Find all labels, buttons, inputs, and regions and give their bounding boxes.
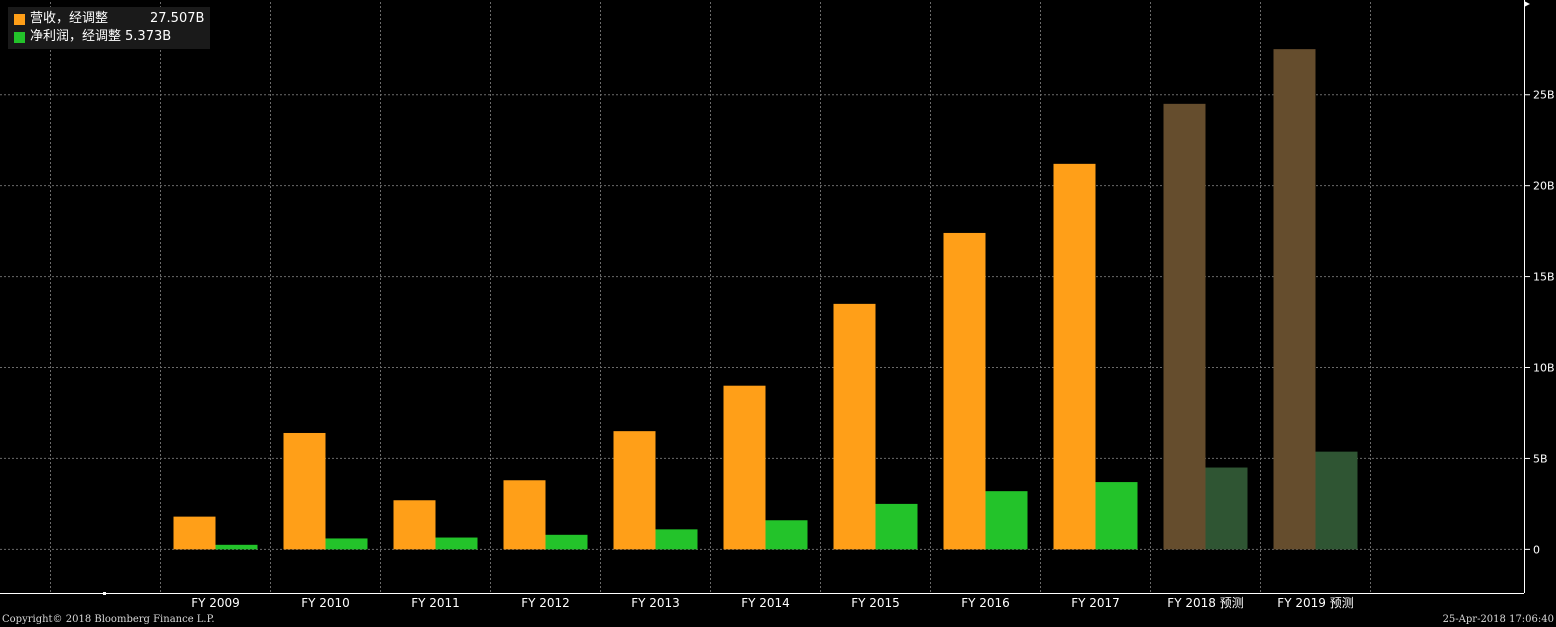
y-tick-label-0: 0 <box>1533 543 1540 556</box>
x-tick-label-6: FY 2015 <box>851 596 900 610</box>
legend: 营收，经调整 27.507B 净利润，经调整 5.373B <box>8 7 211 49</box>
bar-s1-4 <box>655 529 698 550</box>
y-axis-arrow <box>1524 1 1530 7</box>
y-tick-label-2: 10B <box>1533 362 1555 375</box>
timestamp-text: 25-Apr-2018 17:06:40 <box>1442 614 1554 625</box>
bars <box>173 49 1358 550</box>
bar-s0-4 <box>613 431 656 550</box>
bar-s1-1 <box>325 538 368 550</box>
bar-s0-1 <box>283 432 326 550</box>
x-tick-label-4: FY 2013 <box>631 596 680 610</box>
x-tick-label-10: FY 2019 预测 <box>1277 596 1353 610</box>
bar-s1-2 <box>435 537 478 550</box>
legend-label-revenue: 营收，经调整 <box>30 11 109 26</box>
bar-s0-2 <box>393 500 436 550</box>
bar-s1-3 <box>545 534 588 550</box>
x-tick-label-7: FY 2016 <box>961 596 1010 610</box>
bar-s1-8 <box>1095 482 1138 550</box>
axes <box>0 0 1530 595</box>
legend-item-revenue: 营收，经调整 27.507B <box>14 10 204 28</box>
x-tick-label-1: FY 2010 <box>301 596 350 610</box>
x-tick-label-5: FY 2014 <box>741 596 790 610</box>
y-tick-label-4: 20B <box>1533 180 1555 193</box>
bar-s1-5 <box>765 520 808 550</box>
bar-s1-9 <box>1205 467 1248 550</box>
legend-label-net-income: 净利润，经调整 <box>30 29 122 44</box>
y-tick-label-1: 5B <box>1533 452 1548 465</box>
y-tick-label-3: 15B <box>1533 271 1555 284</box>
bar-s0-3 <box>503 480 546 550</box>
legend-value-net-income: 5.373B <box>125 29 172 44</box>
legend-swatch-revenue <box>14 13 25 25</box>
tick-labels: 0 5B 10B 15B 20B 25B FY 2009 FY 2010 FY 2011 FY 2… <box>191 89 1554 610</box>
x-tick-label-0: FY 2009 <box>191 596 240 610</box>
bar-s1-6 <box>875 503 918 550</box>
x-tick-label-9: FY 2018 预测 <box>1167 596 1243 610</box>
bar-s1-0 <box>215 544 258 550</box>
copyright-text: Copyright© 2018 Bloomberg Finance L.P. <box>2 614 215 625</box>
x-tick-label-8: FY 2017 <box>1071 596 1120 610</box>
legend-value-revenue: 27.507B <box>150 11 205 26</box>
bar-s1-7 <box>985 491 1028 550</box>
y-tick-label-5: 25B <box>1533 89 1555 102</box>
legend-swatch-net-income <box>14 31 25 43</box>
legend-item-net-income: 净利润，经调整 5.373B <box>14 28 204 46</box>
bar-s1-10 <box>1315 451 1358 550</box>
bar-s0-6 <box>833 303 876 550</box>
bar-s0-9 <box>1163 103 1206 550</box>
x-axis-start-marker <box>103 592 106 595</box>
bar-s0-0 <box>173 516 216 550</box>
x-tick-label-3: FY 2012 <box>521 596 570 610</box>
bar-s0-8 <box>1053 163 1096 550</box>
gridlines <box>0 2 1524 593</box>
bar-s0-10 <box>1273 49 1316 550</box>
x-tick-label-2: FY 2011 <box>411 596 460 610</box>
bar-s0-5 <box>723 385 766 550</box>
bar-s0-7 <box>943 232 986 550</box>
